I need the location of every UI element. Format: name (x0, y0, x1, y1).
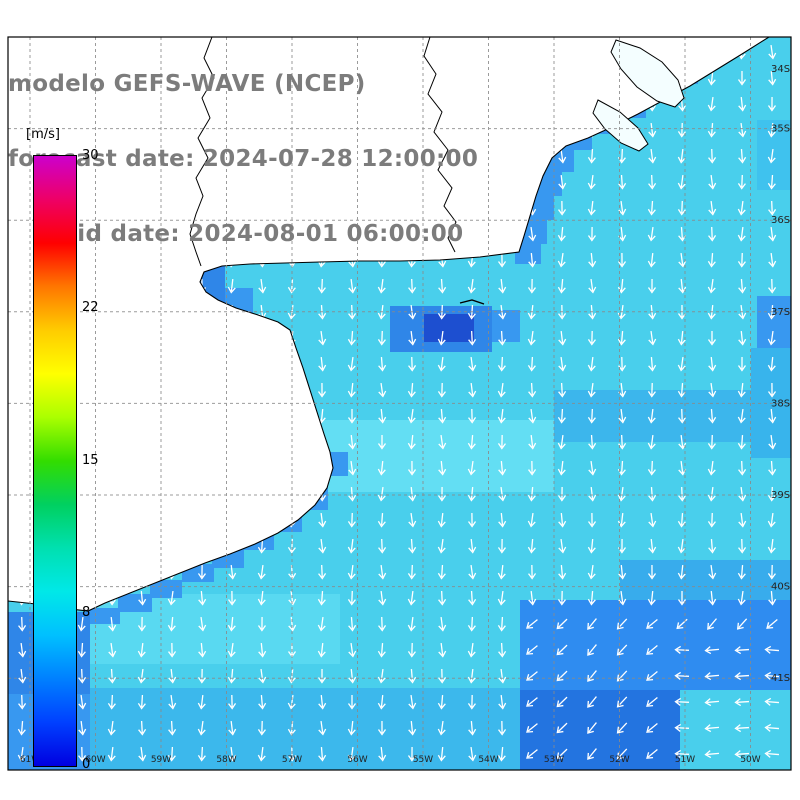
svg-text:59W: 59W (151, 755, 171, 765)
colorbar-tick: 15 (82, 452, 99, 468)
svg-text:55W: 55W (413, 755, 433, 765)
svg-text:51W: 51W (675, 755, 695, 765)
svg-text:37S: 37S (771, 307, 790, 318)
colorbar-ticks: 30 22 15 8 0 (82, 148, 99, 772)
colorbar-tick: 22 (82, 300, 99, 316)
svg-text:36S: 36S (771, 215, 790, 226)
svg-text:54W: 54W (478, 755, 498, 765)
lagoon-outline (610, 39, 685, 108)
svg-text:61W: 61W (20, 755, 40, 765)
svg-text:34S: 34S (771, 64, 790, 75)
svg-text:60W: 60W (85, 755, 105, 765)
svg-text:56W: 56W (347, 755, 367, 765)
lagoon-outline (592, 99, 649, 152)
map-layers (8, 37, 791, 770)
lon-labels: 61W 60W 59W 58W 57W 56W 55W 54W 53W 52W 51W 50W (20, 755, 761, 765)
lat-labels: 34S 35S 36S 37S 38S 39S 40S 41S (771, 64, 790, 684)
coastline (8, 37, 770, 612)
svg-text:35S: 35S (771, 124, 790, 135)
colorbar-gradient (33, 155, 77, 767)
svg-text:53W: 53W (544, 755, 564, 765)
colorbar-tick: 30 (82, 148, 99, 163)
svg-text:50W: 50W (740, 755, 760, 765)
svg-text:57W: 57W (282, 755, 302, 765)
grid-lines (8, 37, 791, 770)
map-frame (7, 36, 792, 771)
islet (459, 299, 485, 305)
svg-text:39S: 39S (771, 490, 790, 501)
svg-text:58W: 58W (216, 755, 236, 765)
colorbar-tick: 8 (82, 604, 91, 620)
colorbar-tick: 0 (82, 757, 91, 772)
svg-text:40S: 40S (771, 582, 790, 593)
colorbar-units-label: [m/s] (26, 127, 60, 142)
svg-text:41S: 41S (771, 673, 790, 684)
river-line (189, 37, 215, 267)
river-line (423, 37, 457, 253)
svg-text:52W: 52W (609, 755, 629, 765)
svg-text:38S: 38S (771, 398, 790, 409)
land-polygon (8, 37, 769, 611)
